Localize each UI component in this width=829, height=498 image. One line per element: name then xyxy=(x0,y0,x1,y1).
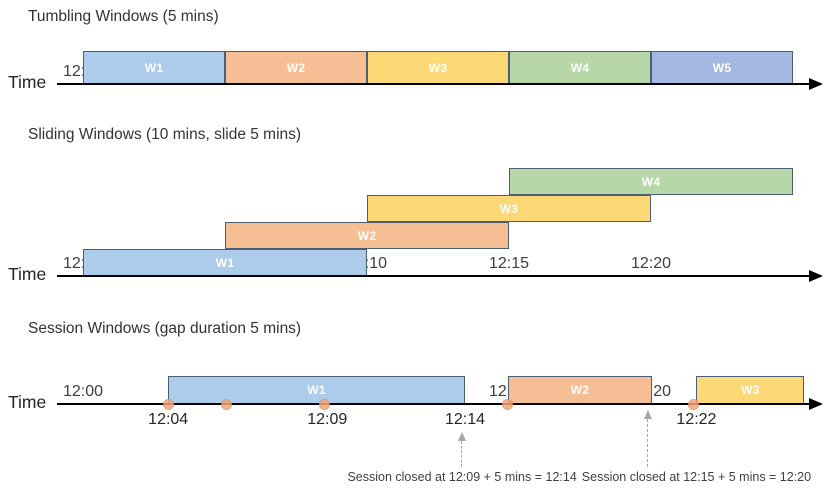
event-dot xyxy=(688,398,700,410)
time-axis-label-3: Time xyxy=(8,392,47,412)
window-bar: W2 xyxy=(225,51,367,84)
event-time-label: 12:09 xyxy=(307,411,348,428)
window-bar: W2 xyxy=(225,222,509,249)
tick-label: 12:15 xyxy=(488,255,530,272)
window-label: W1 xyxy=(215,255,235,270)
event-time-label: 12:04 xyxy=(148,411,189,428)
event-dot xyxy=(318,398,330,410)
window-bar: W3 xyxy=(367,51,509,84)
time-axis-label-2: Time xyxy=(8,264,47,284)
window-bar: W1 xyxy=(168,376,465,404)
window-label: W1 xyxy=(144,60,164,75)
arrow-up-icon xyxy=(457,432,466,441)
annotation-dashed-arrow xyxy=(647,419,649,467)
window-bar: W5 xyxy=(651,51,793,84)
window-label: W1 xyxy=(307,383,326,397)
event-time-label: 12:14 xyxy=(444,411,485,428)
tick-label: 12:00 xyxy=(62,383,104,400)
section-title-tumbling: Tumbling Windows (5 mins) xyxy=(28,8,219,25)
event-dot xyxy=(220,398,232,410)
tick-label: 12:20 xyxy=(630,255,672,272)
annotation-text: Session closed at 12:09 + 5 mins = 12:14 xyxy=(347,470,577,484)
section-title-session: Session Windows (gap duration 5 mins) xyxy=(28,320,302,337)
window-label: W3 xyxy=(428,60,448,75)
window-bar: W2 xyxy=(507,376,653,404)
timeline-axis xyxy=(57,83,810,86)
annotation-text: Session closed at 12:15 + 5 mins = 12:20 xyxy=(581,470,812,484)
event-dot xyxy=(162,398,174,410)
window-label: W4 xyxy=(570,60,590,75)
axis-arrowhead-icon xyxy=(809,77,823,90)
window-label: W3 xyxy=(741,383,760,397)
window-bar: W3 xyxy=(367,195,651,222)
window-bar: W4 xyxy=(509,168,793,195)
arrow-up-icon xyxy=(643,410,652,419)
window-bar: W1 xyxy=(83,51,225,84)
timeline-axis xyxy=(57,275,810,278)
annotation-dashed-arrow xyxy=(461,441,463,467)
window-label: W2 xyxy=(570,383,590,397)
window-label: W5 xyxy=(712,60,732,75)
window-bar: W1 xyxy=(83,249,367,276)
axis-arrowhead-icon xyxy=(809,269,823,282)
window-label: W4 xyxy=(641,174,661,189)
event-time-label: 12:22 xyxy=(676,411,717,428)
event-dot xyxy=(502,398,514,410)
window-bar: W4 xyxy=(509,51,651,84)
time-axis-label-1: Time xyxy=(8,72,47,92)
timeline-axis xyxy=(57,403,810,406)
window-label: W2 xyxy=(357,228,377,243)
window-label: W2 xyxy=(286,60,306,75)
section-title-sliding: Sliding Windows (10 mins, slide 5 mins) xyxy=(28,126,302,143)
axis-arrowhead-icon xyxy=(809,397,823,410)
window-bar: W3 xyxy=(696,376,805,404)
window-label: W3 xyxy=(499,201,519,216)
